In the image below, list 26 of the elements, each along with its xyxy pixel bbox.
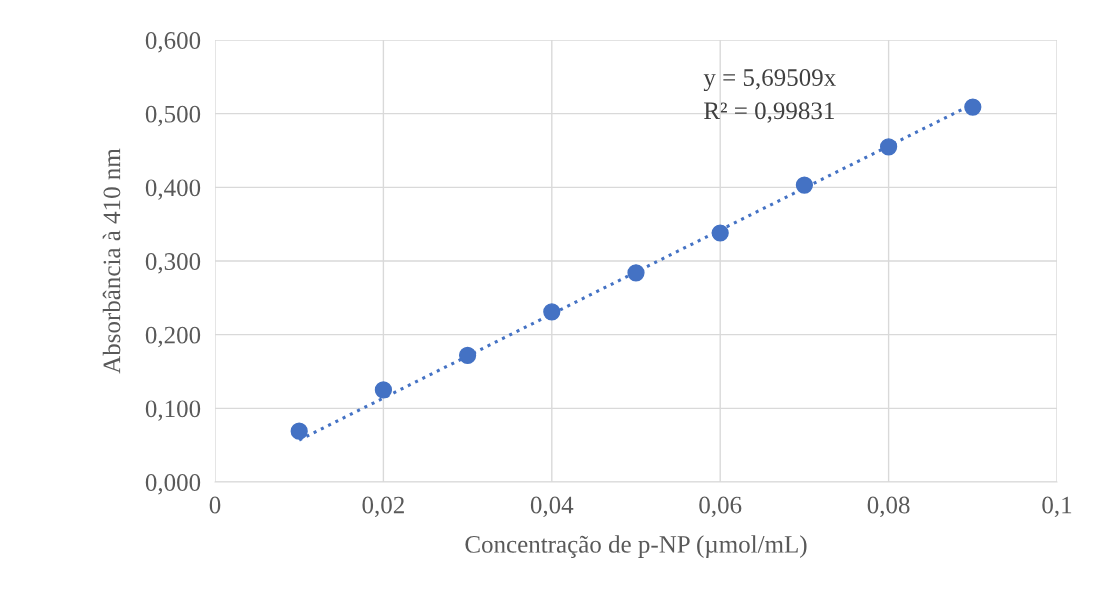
x-axis-title: Concentração de p-NP (µmol/mL) xyxy=(465,535,807,558)
y-tick-label: 0,300 xyxy=(145,253,201,274)
y-tick-label: 0,100 xyxy=(145,400,201,421)
y-tick-label: 0,500 xyxy=(145,105,201,127)
point xyxy=(458,346,477,364)
y-tick-label: 0,600 xyxy=(145,32,201,53)
annotation: R² = 0,99831 xyxy=(704,102,834,123)
point xyxy=(964,98,982,116)
point xyxy=(627,264,645,282)
x-tick-label: 0 xyxy=(209,496,221,514)
x-tick-label: 0,04 xyxy=(530,496,574,518)
point xyxy=(795,176,814,194)
point xyxy=(374,381,393,399)
point xyxy=(879,138,898,156)
y-tick-label: 0,200 xyxy=(145,326,201,348)
x-tick-label: 0,06 xyxy=(699,496,742,518)
point xyxy=(543,303,561,321)
y-tick-label: 0,400 xyxy=(145,179,201,200)
x-tick-label: 0,02 xyxy=(362,496,404,518)
point xyxy=(711,224,729,242)
y-tick-label: 0,000 xyxy=(145,474,201,495)
point xyxy=(290,422,308,440)
x-tick-label: 0,1 xyxy=(1042,496,1072,518)
x-tick-label: 0,08 xyxy=(867,496,910,518)
y-axis-title: Absorbância à 410 nm xyxy=(102,148,121,374)
annotation: y = 5,69509x xyxy=(703,69,836,92)
